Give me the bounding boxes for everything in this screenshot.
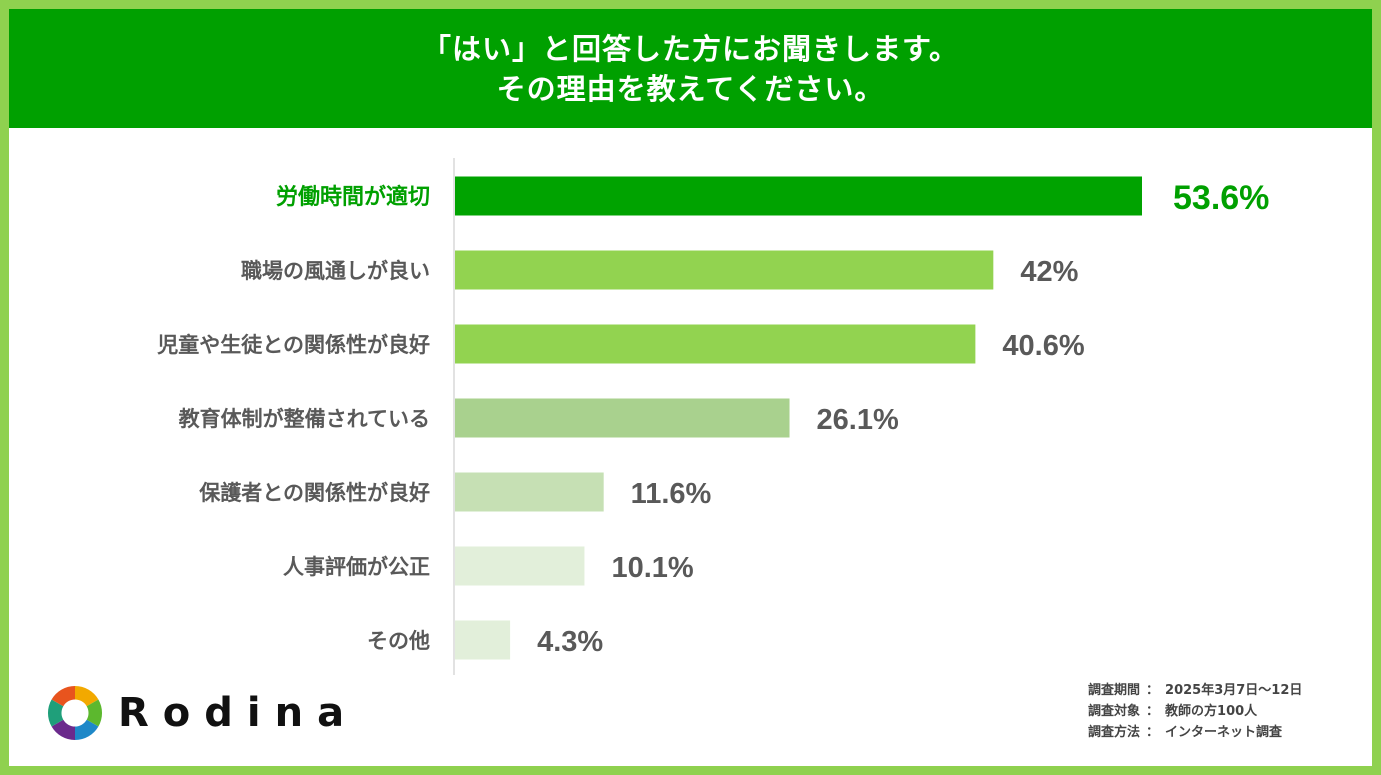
chart-title: 「はい」と回答した方にお聞きします。 その理由を教えてください。	[9, 9, 1372, 128]
category-label: 職場の風通しが良い	[241, 259, 430, 283]
value-label: 26.1%	[817, 404, 899, 436]
value-label: 40.6%	[1002, 330, 1084, 362]
survey-target: 調査対象：教師の方100人	[1088, 704, 1258, 719]
value-label: 11.6%	[631, 478, 712, 510]
category-label: その他	[367, 629, 430, 653]
category-label: 労働時間が適切	[276, 184, 430, 210]
bar	[455, 324, 976, 364]
logo-text: Rodina	[118, 690, 359, 736]
bar	[455, 472, 604, 512]
bar	[455, 250, 994, 290]
bar	[455, 176, 1142, 216]
value-label: 10.1%	[611, 552, 693, 584]
category-label: 児童や生徒との関係性が良好	[156, 333, 430, 357]
survey-period: 調査期間： 2025年3月7日～12日	[1088, 683, 1303, 698]
logo: Rodina	[46, 684, 358, 742]
bar	[455, 546, 585, 586]
survey-info: 調査期間： 2025年3月7日～12日 調査対象：教師の方100人 調査方法：イン…	[1088, 680, 1302, 743]
bar	[455, 620, 511, 660]
value-label: 53.6%	[1173, 179, 1269, 217]
camera-aperture-icon	[47, 686, 103, 740]
bar	[455, 398, 790, 438]
category-label: 保護者との関係性が良好	[198, 481, 430, 505]
title-line-2: その理由を教えてください。	[496, 71, 885, 106]
survey-method: 調査方法：インターネット調査	[1088, 725, 1283, 740]
title-line-1: 「はい」と回答した方にお聞きします。	[421, 31, 960, 66]
value-label: 42%	[1020, 256, 1078, 288]
category-label: 教育体制が整備されている	[179, 407, 430, 431]
category-label: 人事評価が公正	[283, 555, 430, 579]
value-label: 4.3%	[537, 626, 603, 658]
